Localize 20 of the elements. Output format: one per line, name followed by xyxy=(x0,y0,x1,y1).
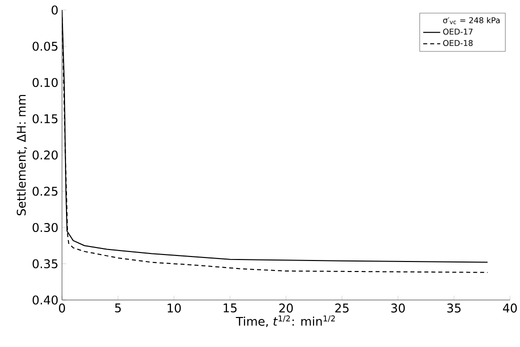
y-tick-label: 0.25 xyxy=(32,186,58,196)
x-tick-label: 0 xyxy=(58,304,66,313)
x-tick-label: 25 xyxy=(335,304,349,313)
x-tick-label: 20 xyxy=(279,304,293,313)
y-tick-label: 0.10 xyxy=(32,78,58,88)
x-axis-title: Time, t$^{1/2}$: min$^{1/2}$ xyxy=(236,315,335,328)
x-tick-label: 15 xyxy=(224,304,237,312)
y-tick-label: 0.20 xyxy=(32,150,58,160)
y-tick-label: 0.35 xyxy=(32,259,58,268)
y-tick-label: 0.30 xyxy=(32,222,58,232)
x-tick-label: 10 xyxy=(168,304,181,313)
y-tick-label: 0.05 xyxy=(32,42,58,51)
x-tick-label: 40 xyxy=(502,304,517,313)
y-axis-title: Settlement, ΔH: mm xyxy=(16,94,28,216)
x-tick-label: 35 xyxy=(447,304,461,313)
y-tick-label: 0 xyxy=(52,5,58,15)
x-tick-label: 5 xyxy=(115,304,121,312)
y-tick-label: 0.15 xyxy=(32,114,58,124)
y-tick-label: 0.40 xyxy=(32,295,58,305)
x-tick-label: 30 xyxy=(391,304,405,313)
